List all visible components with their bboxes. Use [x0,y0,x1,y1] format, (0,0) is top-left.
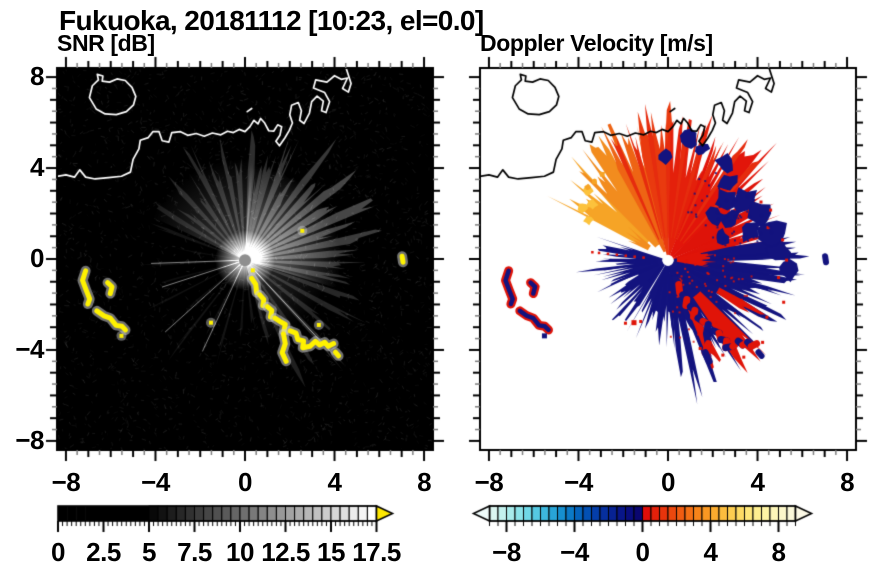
tick-label: 2.5 [86,537,121,567]
tick-label: 5 [142,537,156,567]
tick-label: 0 [30,243,44,273]
velocity-panel-title: Doppler Velocity [m/s] [480,30,713,56]
tick-label: −4 [560,537,589,567]
tick-label: −8 [474,467,504,497]
tick-label: −4 [564,467,593,497]
tick-label: −4 [15,333,44,364]
tick-label: 0 [661,467,675,497]
tick-label: 4 [703,537,718,567]
tick-label: 8 [840,467,855,497]
tick-label: 12.5 [261,537,310,567]
tick-label: 0 [238,467,252,497]
tick-label: −4 [141,467,170,497]
figure-title: Fukuoka, 20181112 [10:23, el=0.0] [59,5,484,36]
tick-label: 4 [750,467,765,497]
tick-label: 0 [51,537,65,567]
tick-label: 17.5 [352,537,401,567]
tick-label: 4 [327,467,342,497]
tick-label: 8 [771,537,786,567]
tick-label: 10 [226,537,254,567]
tick-label: 4 [30,152,44,183]
tick-label: −8 [15,424,44,455]
tick-label: 8 [30,61,44,92]
tick-label: 15 [317,537,345,567]
tick-label: −8 [51,467,81,497]
tick-label: −8 [492,537,521,567]
snr-panel-title: SNR [dB] [57,30,155,56]
tick-label: 0 [635,537,650,567]
tick-label: 8 [417,467,432,497]
tick-label: 7.5 [177,537,212,567]
